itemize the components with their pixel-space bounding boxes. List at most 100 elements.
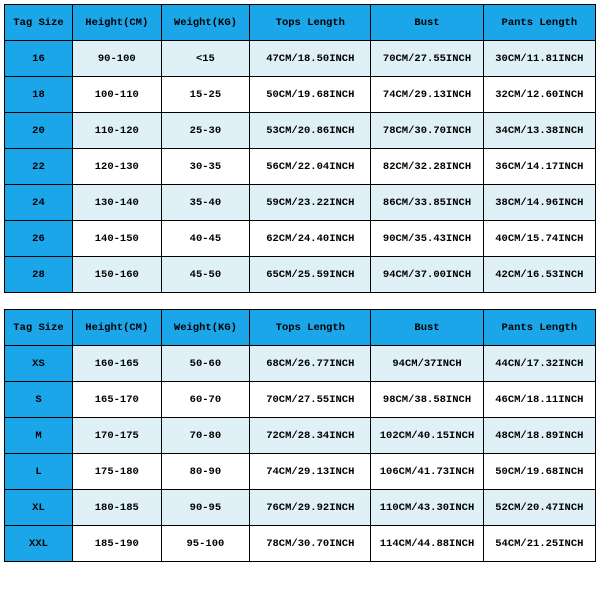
cell-weight: 15-25 [161, 77, 250, 113]
cell-weight: 90-95 [161, 490, 250, 526]
cell-tops: 62CM/24.40INCH [250, 221, 371, 257]
cell-pants: 48CM/18.89INCH [483, 418, 595, 454]
col-tops-length: Tops Length [250, 310, 371, 346]
cell-height: 180-185 [72, 490, 161, 526]
cell-tops: 47CM/18.50INCH [250, 41, 371, 77]
table-row: 16 90-100 <15 47CM/18.50INCH 70CM/27.55I… [5, 41, 596, 77]
cell-height: 185-190 [72, 526, 161, 562]
cell-weight: 25-30 [161, 113, 250, 149]
cell-pants: 32CM/12.60INCH [483, 77, 595, 113]
cell-tag: 24 [5, 185, 73, 221]
cell-bust: 78CM/30.70INCH [371, 113, 483, 149]
cell-tops: 74CM/29.13INCH [250, 454, 371, 490]
col-height: Height(CM) [72, 310, 161, 346]
cell-tops: 76CM/29.92INCH [250, 490, 371, 526]
cell-height: 165-170 [72, 382, 161, 418]
cell-tops: 70CM/27.55INCH [250, 382, 371, 418]
size-chart-container: Tag Size Height(CM) Weight(KG) Tops Leng… [0, 0, 600, 600]
cell-pants: 54CM/21.25INCH [483, 526, 595, 562]
table-row: 28 150-160 45-50 65CM/25.59INCH 94CM/37.… [5, 257, 596, 293]
cell-height: 90-100 [72, 41, 161, 77]
cell-bust: 110CM/43.30INCH [371, 490, 483, 526]
table-header-row: Tag Size Height(CM) Weight(KG) Tops Leng… [5, 5, 596, 41]
cell-pants: 50CM/19.68INCH [483, 454, 595, 490]
cell-tag: 28 [5, 257, 73, 293]
cell-height: 175-180 [72, 454, 161, 490]
col-bust: Bust [371, 5, 483, 41]
col-tag-size: Tag Size [5, 5, 73, 41]
cell-bust: 70CM/27.55INCH [371, 41, 483, 77]
cell-tops: 65CM/25.59INCH [250, 257, 371, 293]
cell-tag: 26 [5, 221, 73, 257]
cell-height: 170-175 [72, 418, 161, 454]
table-row: 22 120-130 30-35 56CM/22.04INCH 82CM/32.… [5, 149, 596, 185]
table-row: 20 110-120 25-30 53CM/20.86INCH 78CM/30.… [5, 113, 596, 149]
cell-weight: 30-35 [161, 149, 250, 185]
cell-height: 140-150 [72, 221, 161, 257]
col-weight: Weight(KG) [161, 310, 250, 346]
cell-weight: 35-40 [161, 185, 250, 221]
cell-tag: 22 [5, 149, 73, 185]
col-pants-length: Pants Length [483, 5, 595, 41]
cell-weight: 95-100 [161, 526, 250, 562]
cell-tops: 68CM/26.77INCH [250, 346, 371, 382]
size-table-adults: Tag Size Height(CM) Weight(KG) Tops Leng… [4, 309, 596, 562]
table-row: M 170-175 70-80 72CM/28.34INCH 102CM/40.… [5, 418, 596, 454]
table-row: 24 130-140 35-40 59CM/23.22INCH 86CM/33.… [5, 185, 596, 221]
cell-height: 110-120 [72, 113, 161, 149]
cell-weight: 60-70 [161, 382, 250, 418]
cell-bust: 102CM/40.15INCH [371, 418, 483, 454]
cell-bust: 90CM/35.43INCH [371, 221, 483, 257]
cell-bust: 98CM/38.58INCH [371, 382, 483, 418]
cell-tag: 16 [5, 41, 73, 77]
cell-pants: 38CM/14.96INCH [483, 185, 595, 221]
table-row: XL 180-185 90-95 76CM/29.92INCH 110CM/43… [5, 490, 596, 526]
cell-tops: 53CM/20.86INCH [250, 113, 371, 149]
cell-weight: 70-80 [161, 418, 250, 454]
table-row: 18 100-110 15-25 50CM/19.68INCH 74CM/29.… [5, 77, 596, 113]
table-row: L 175-180 80-90 74CM/29.13INCH 106CM/41.… [5, 454, 596, 490]
cell-bust: 74CM/29.13INCH [371, 77, 483, 113]
table-row: XS 160-165 50-60 68CM/26.77INCH 94CM/37I… [5, 346, 596, 382]
col-height: Height(CM) [72, 5, 161, 41]
cell-pants: 36CM/14.17INCH [483, 149, 595, 185]
cell-bust: 94CM/37.00INCH [371, 257, 483, 293]
size-table-kids: Tag Size Height(CM) Weight(KG) Tops Leng… [4, 4, 596, 293]
col-bust: Bust [371, 310, 483, 346]
cell-pants: 52CM/20.47INCH [483, 490, 595, 526]
cell-height: 130-140 [72, 185, 161, 221]
cell-bust: 86CM/33.85INCH [371, 185, 483, 221]
cell-weight: 50-60 [161, 346, 250, 382]
col-tops-length: Tops Length [250, 5, 371, 41]
cell-tag: XXL [5, 526, 73, 562]
cell-tag: L [5, 454, 73, 490]
table-body: XS 160-165 50-60 68CM/26.77INCH 94CM/37I… [5, 346, 596, 562]
cell-tops: 50CM/19.68INCH [250, 77, 371, 113]
cell-tag: 18 [5, 77, 73, 113]
table-row: S 165-170 60-70 70CM/27.55INCH 98CM/38.5… [5, 382, 596, 418]
cell-height: 120-130 [72, 149, 161, 185]
cell-weight: 40-45 [161, 221, 250, 257]
cell-weight: <15 [161, 41, 250, 77]
cell-tag: XL [5, 490, 73, 526]
cell-tops: 78CM/30.70INCH [250, 526, 371, 562]
cell-height: 100-110 [72, 77, 161, 113]
cell-tag: S [5, 382, 73, 418]
table-body: 16 90-100 <15 47CM/18.50INCH 70CM/27.55I… [5, 41, 596, 293]
table-header-row: Tag Size Height(CM) Weight(KG) Tops Leng… [5, 310, 596, 346]
cell-pants: 44CN/17.32INCH [483, 346, 595, 382]
table-row: XXL 185-190 95-100 78CM/30.70INCH 114CM/… [5, 526, 596, 562]
col-pants-length: Pants Length [483, 310, 595, 346]
col-weight: Weight(KG) [161, 5, 250, 41]
cell-tops: 56CM/22.04INCH [250, 149, 371, 185]
cell-weight: 80-90 [161, 454, 250, 490]
cell-pants: 30CM/11.81INCH [483, 41, 595, 77]
cell-bust: 94CM/37INCH [371, 346, 483, 382]
cell-tag: M [5, 418, 73, 454]
cell-tag: 20 [5, 113, 73, 149]
cell-tops: 72CM/28.34INCH [250, 418, 371, 454]
cell-tag: XS [5, 346, 73, 382]
cell-pants: 42CM/16.53INCH [483, 257, 595, 293]
col-tag-size: Tag Size [5, 310, 73, 346]
cell-pants: 40CM/15.74INCH [483, 221, 595, 257]
